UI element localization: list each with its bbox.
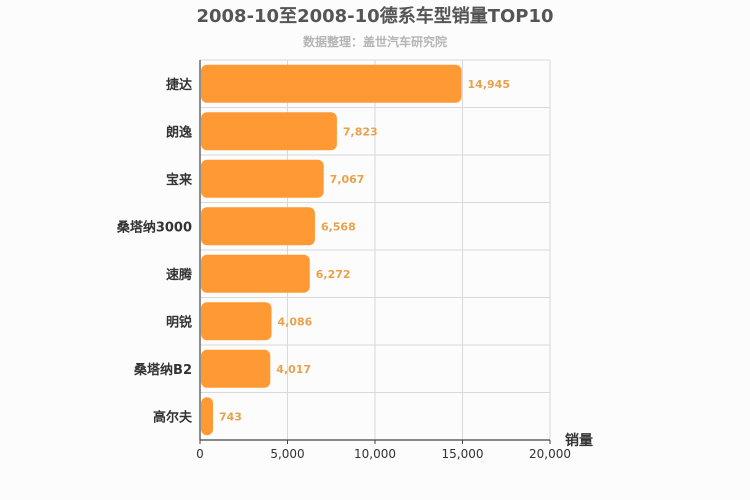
data-label: 14,945 [468,78,510,91]
bar [201,302,272,341]
data-label: 7,823 [343,125,378,138]
data-label: 4,086 [278,315,313,328]
x-tick-label: 20,000 [529,447,571,461]
bar [201,254,310,293]
chart-title: 2008-10至2008-10德系车型销量TOP10 [196,5,553,27]
x-tick-label: 5,000 [270,447,304,461]
x-tick-label: 15,000 [442,447,484,461]
category-label: 速腾 [166,267,193,283]
x-axis-ticks: 0 5,000 10,000 15,000 20,000 [196,440,571,461]
category-label: 捷达 [166,77,192,93]
bar [201,159,324,198]
category-label: 宝来 [166,172,193,188]
data-label: 743 [219,410,242,423]
data-label: 4,017 [276,363,311,376]
data-labels: 14,945 7,823 7,067 6,568 6,272 4,086 4,017 743 [219,78,510,424]
category-label: 朗逸 [166,124,192,140]
x-tick-label: 0 [196,447,204,461]
x-axis-title: 销量 [565,432,593,449]
category-label: 桑塔纳3000 [116,219,192,235]
data-label: 6,272 [316,268,351,281]
bar [201,349,271,388]
bar [201,64,462,103]
x-tick-label: 10,000 [354,447,396,461]
data-label: 6,568 [321,220,356,233]
data-label: 7,067 [330,173,365,186]
bar [201,397,214,436]
bar [201,207,315,246]
category-label: 高尔夫 [153,409,193,425]
category-label: 桑塔纳B2 [133,362,192,378]
chart-subtitle: 数据整理：盖世汽车研究院 [303,34,447,49]
category-label: 明锐 [166,314,192,330]
bars [201,64,462,436]
bar [201,112,337,151]
